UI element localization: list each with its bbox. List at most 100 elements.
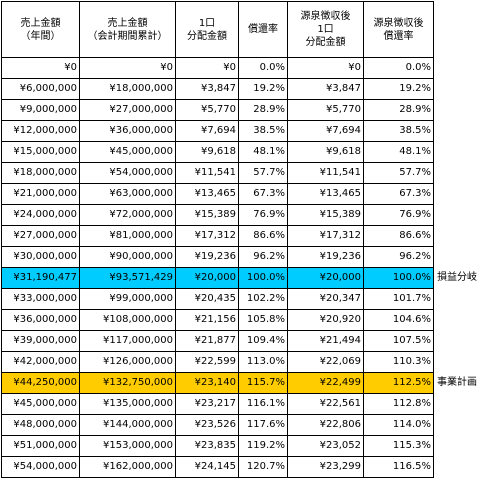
after-tax-rate-cell: 0.0% bbox=[363, 57, 434, 79]
after-tax-rate-cell: 112.5% bbox=[363, 372, 434, 394]
after-tax-distribution-cell: ¥20,347 bbox=[287, 288, 364, 310]
redemption-rate-cell: 0.0% bbox=[238, 57, 288, 79]
distribution-cell: ¥23,835 bbox=[175, 435, 239, 457]
cumulative-sales-cell: ¥27,000,000 bbox=[79, 99, 176, 121]
distribution-cell: ¥19,236 bbox=[175, 246, 239, 268]
cumulative-sales-cell: ¥18,000,000 bbox=[79, 78, 176, 100]
cumulative-sales-cell: ¥90,000,000 bbox=[79, 246, 176, 268]
annual-sales-cell: ¥45,000,000 bbox=[1, 393, 80, 415]
after-tax-distribution-cell: ¥20,920 bbox=[287, 309, 364, 331]
after-tax-distribution-cell: ¥20,000 bbox=[287, 267, 364, 289]
table-row: ¥51,000,000 ¥153,000,000 ¥23,835 119.2% ¥23,… bbox=[1, 435, 482, 457]
distribution-cell: ¥5,770 bbox=[175, 99, 239, 121]
annual-sales-cell: ¥6,000,000 bbox=[1, 78, 80, 100]
table-row: ¥30,000,000 ¥90,000,000 ¥19,236 96.2% ¥19,23… bbox=[1, 246, 482, 268]
table-row: ¥45,000,000 ¥135,000,000 ¥23,217 116.1% ¥22,… bbox=[1, 393, 482, 415]
cumulative-sales-cell: ¥99,000,000 bbox=[79, 288, 176, 310]
after-tax-distribution-cell: ¥13,465 bbox=[287, 183, 364, 205]
redemption-rate-cell: 115.7% bbox=[238, 372, 288, 394]
distribution-cell: ¥9,618 bbox=[175, 141, 239, 163]
after-tax-distribution-cell: ¥22,499 bbox=[287, 372, 364, 394]
after-tax-rate-cell: 57.7% bbox=[363, 162, 434, 184]
redemption-rate-cell: 57.7% bbox=[238, 162, 288, 184]
redemption-rate-cell: 119.2% bbox=[238, 435, 288, 457]
cumulative-sales-cell: ¥45,000,000 bbox=[79, 141, 176, 163]
table-row: ¥0 ¥0 ¥0 0.0% ¥0 0.0% bbox=[1, 57, 482, 79]
after-tax-distribution-cell: ¥23,052 bbox=[287, 435, 364, 457]
annual-sales-cell: ¥24,000,000 bbox=[1, 204, 80, 226]
distribution-cell: ¥20,435 bbox=[175, 288, 239, 310]
after-tax-rate-cell: 96.2% bbox=[363, 246, 434, 268]
table-row: ¥48,000,000 ¥144,000,000 ¥23,526 117.6% ¥22,… bbox=[1, 414, 482, 436]
cumulative-sales-cell: ¥126,000,000 bbox=[79, 351, 176, 373]
row-note bbox=[434, 142, 482, 163]
row-note bbox=[434, 121, 482, 142]
table-row: ¥15,000,000 ¥45,000,000 ¥9,618 48.1% ¥9,618 4… bbox=[1, 141, 482, 163]
annual-sales-cell: ¥42,000,000 bbox=[1, 351, 80, 373]
distribution-cell: ¥13,465 bbox=[175, 183, 239, 205]
redemption-rate-cell: 38.5% bbox=[238, 120, 288, 142]
cumulative-sales-cell: ¥108,000,000 bbox=[79, 309, 176, 331]
after-tax-rate-cell: 101.7% bbox=[363, 288, 434, 310]
row-note bbox=[434, 352, 482, 373]
after-tax-rate-cell: 100.0% bbox=[363, 267, 434, 289]
after-tax-rate-cell: 116.5% bbox=[363, 456, 434, 478]
cumulative-sales-cell: ¥162,000,000 bbox=[79, 456, 176, 478]
after-tax-distribution-cell: ¥5,770 bbox=[287, 99, 364, 121]
after-tax-rate-cell: 48.1% bbox=[363, 141, 434, 163]
redemption-rate-cell: 117.6% bbox=[238, 414, 288, 436]
header-cumulative-sales: 売上金額 （会計期間累計） bbox=[79, 1, 176, 58]
after-tax-rate-cell: 86.6% bbox=[363, 225, 434, 247]
redemption-rate-cell: 116.1% bbox=[238, 393, 288, 415]
redemption-rate-cell: 19.2% bbox=[238, 78, 288, 100]
table-row: ¥33,000,000 ¥99,000,000 ¥20,435 102.2% ¥20,3… bbox=[1, 288, 482, 310]
after-tax-rate-cell: 28.9% bbox=[363, 99, 434, 121]
annual-sales-cell: ¥30,000,000 bbox=[1, 246, 80, 268]
row-note bbox=[434, 184, 482, 205]
cumulative-sales-cell: ¥0 bbox=[79, 57, 176, 79]
row-note bbox=[434, 331, 482, 352]
after-tax-distribution-cell: ¥0 bbox=[287, 57, 364, 79]
row-note bbox=[434, 163, 482, 184]
row-note bbox=[434, 205, 482, 226]
cumulative-sales-cell: ¥135,000,000 bbox=[79, 393, 176, 415]
annual-sales-cell: ¥9,000,000 bbox=[1, 99, 80, 121]
redemption-rate-cell: 76.9% bbox=[238, 204, 288, 226]
after-tax-distribution-cell: ¥21,494 bbox=[287, 330, 364, 352]
annual-sales-cell: ¥39,000,000 bbox=[1, 330, 80, 352]
distribution-cell: ¥22,599 bbox=[175, 351, 239, 373]
redemption-rate-cell: 86.6% bbox=[238, 225, 288, 247]
cumulative-sales-cell: ¥144,000,000 bbox=[79, 414, 176, 436]
table-row: ¥54,000,000 ¥162,000,000 ¥24,145 120.7% ¥23,… bbox=[1, 456, 482, 478]
redemption-rate-cell: 105.8% bbox=[238, 309, 288, 331]
table-row: ¥39,000,000 ¥117,000,000 ¥21,877 109.4% ¥21,… bbox=[1, 330, 482, 352]
annual-sales-cell: ¥12,000,000 bbox=[1, 120, 80, 142]
row-note: 事業計画 bbox=[437, 377, 477, 388]
row-note: 損益分岐 bbox=[437, 272, 477, 283]
table-row: ¥9,000,000 ¥27,000,000 ¥5,770 28.9% ¥5,770 28… bbox=[1, 99, 482, 121]
row-note bbox=[434, 415, 482, 436]
header-after-tax-redemption-rate: 源泉徴収後 償還率 bbox=[363, 1, 434, 58]
row-note bbox=[434, 100, 482, 121]
table-row: ¥6,000,000 ¥18,000,000 ¥3,847 19.2% ¥3,847 19… bbox=[1, 78, 482, 100]
after-tax-distribution-cell: ¥17,312 bbox=[287, 225, 364, 247]
annual-sales-cell: ¥18,000,000 bbox=[1, 162, 80, 184]
header-redemption-rate: 償還率 bbox=[238, 1, 288, 58]
header-row: 売上金額 （年間） 売上金額 （会計期間累計） 1口 分配金額 償還率 源泉徴収… bbox=[1, 1, 482, 58]
after-tax-distribution-cell: ¥22,806 bbox=[287, 414, 364, 436]
distribution-cell: ¥23,217 bbox=[175, 393, 239, 415]
cumulative-sales-cell: ¥72,000,000 bbox=[79, 204, 176, 226]
distribution-cell: ¥15,389 bbox=[175, 204, 239, 226]
annual-sales-cell: ¥21,000,000 bbox=[1, 183, 80, 205]
distribution-cell: ¥23,140 bbox=[175, 372, 239, 394]
distribution-cell: ¥21,156 bbox=[175, 309, 239, 331]
table-row: ¥42,000,000 ¥126,000,000 ¥22,599 113.0% ¥22,… bbox=[1, 351, 482, 373]
cumulative-sales-cell: ¥132,750,000 bbox=[79, 372, 176, 394]
distribution-cell: ¥7,694 bbox=[175, 120, 239, 142]
header-annual-sales: 売上金額 （年間） bbox=[1, 1, 80, 58]
after-tax-rate-cell: 114.0% bbox=[363, 414, 434, 436]
row-note bbox=[434, 310, 482, 331]
row-note bbox=[434, 226, 482, 247]
after-tax-distribution-cell: ¥7,694 bbox=[287, 120, 364, 142]
annual-sales-cell: ¥0 bbox=[1, 57, 80, 79]
